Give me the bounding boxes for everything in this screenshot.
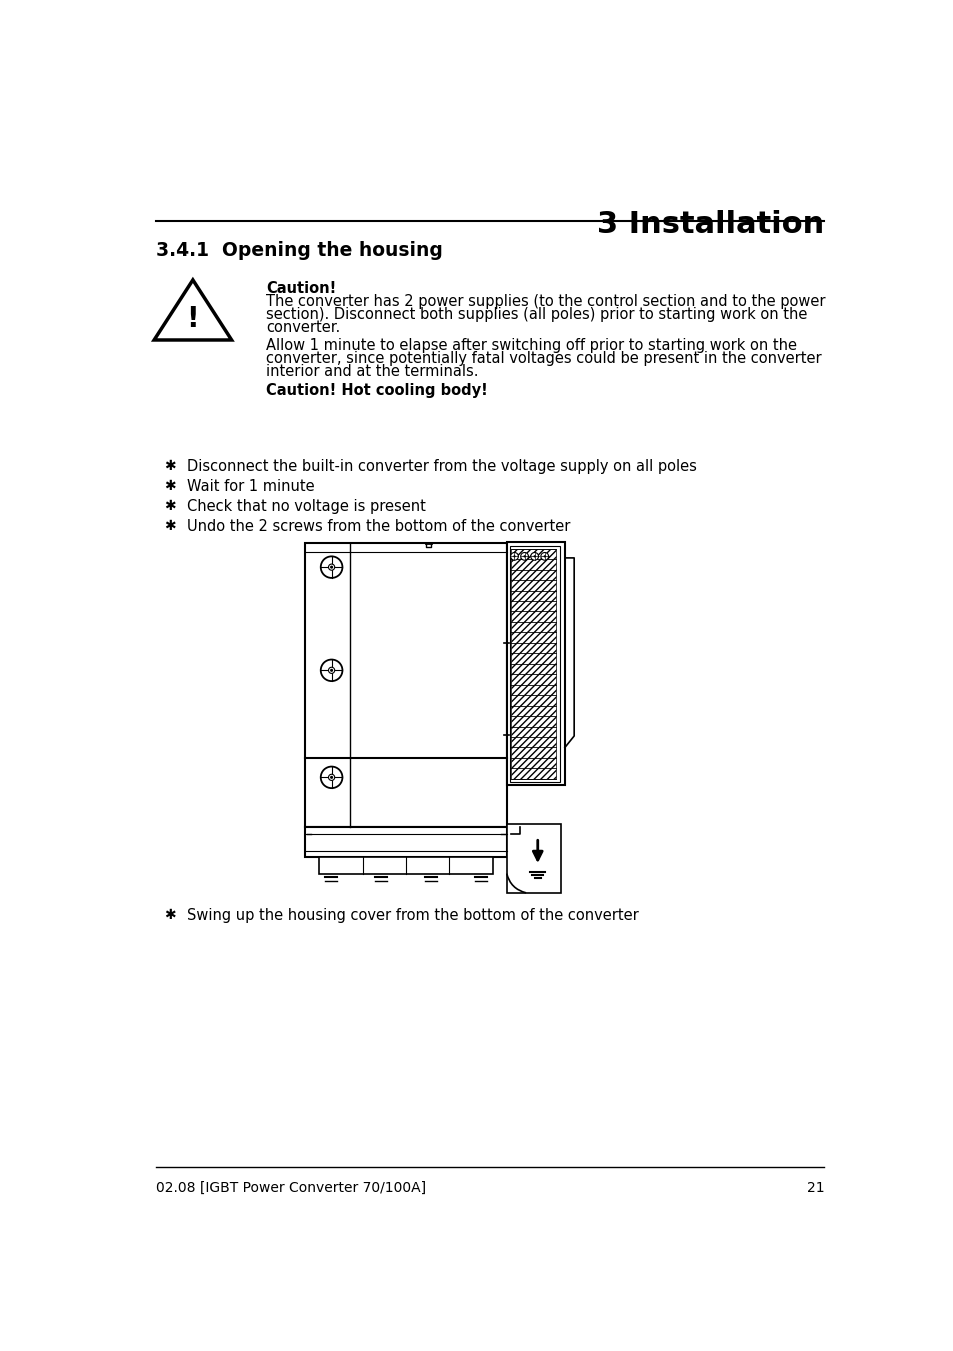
Bar [506,543,564,785]
Text: ✱: ✱ [164,519,175,532]
Circle shape [533,555,536,558]
Circle shape [328,565,335,570]
Text: 21: 21 [806,1181,823,1194]
Text: !: ! [187,305,199,332]
Circle shape [513,555,516,558]
Text: Allow 1 minute to elapse after switching off prior to starting work on the: Allow 1 minute to elapse after switching… [266,339,797,354]
Text: ✱: ✱ [164,499,175,512]
Circle shape [523,555,525,558]
Bar [305,543,506,827]
Circle shape [328,667,335,673]
Text: Wait for 1 minute: Wait for 1 minute [187,478,314,493]
Text: 3.4.1  Opening the housing: 3.4.1 Opening the housing [156,240,443,259]
Circle shape [520,553,528,561]
Text: Swing up the housing cover from the bottom of the converter: Swing up the housing cover from the bott… [187,908,639,923]
Text: 3 Installation: 3 Installation [597,209,823,239]
Text: Undo the 2 screws from the bottom of the converter: Undo the 2 screws from the bottom of the… [187,519,570,534]
Bar [511,549,555,780]
Polygon shape [154,280,232,340]
Circle shape [330,566,333,569]
Circle shape [530,553,537,561]
Bar [305,827,506,857]
Bar [506,824,560,893]
Text: converter.: converter. [266,320,340,335]
Circle shape [543,555,545,558]
Text: The converter has 2 power supplies (to the control section and to the power: The converter has 2 power supplies (to t… [266,295,825,309]
Circle shape [330,775,333,780]
Circle shape [320,659,342,681]
Circle shape [330,669,333,671]
Circle shape [320,557,342,578]
Text: Disconnect the built-in converter from the voltage supply on all poles: Disconnect the built-in converter from t… [187,458,697,474]
Text: 02.08 [IGBT Power Converter 70/100A]: 02.08 [IGBT Power Converter 70/100A] [156,1181,426,1194]
Text: Caution!: Caution! [266,281,336,296]
Text: Caution! Hot cooling body!: Caution! Hot cooling body! [266,382,488,397]
Text: ✱: ✱ [164,478,175,493]
Text: ✱: ✱ [164,908,175,923]
Text: converter, since potentially fatal voltages could be present in the converter: converter, since potentially fatal volta… [266,351,821,366]
Bar [509,546,559,782]
Circle shape [510,553,517,561]
Circle shape [320,766,342,788]
Text: section). Disconnect both supplies (all poles) prior to starting work on the: section). Disconnect both supplies (all … [266,307,807,322]
Bar [319,857,493,874]
Circle shape [540,553,548,561]
Circle shape [328,774,335,781]
Text: Check that no voltage is present: Check that no voltage is present [187,499,426,513]
Text: interior and at the terminals.: interior and at the terminals. [266,363,478,378]
Text: ✱: ✱ [164,458,175,473]
